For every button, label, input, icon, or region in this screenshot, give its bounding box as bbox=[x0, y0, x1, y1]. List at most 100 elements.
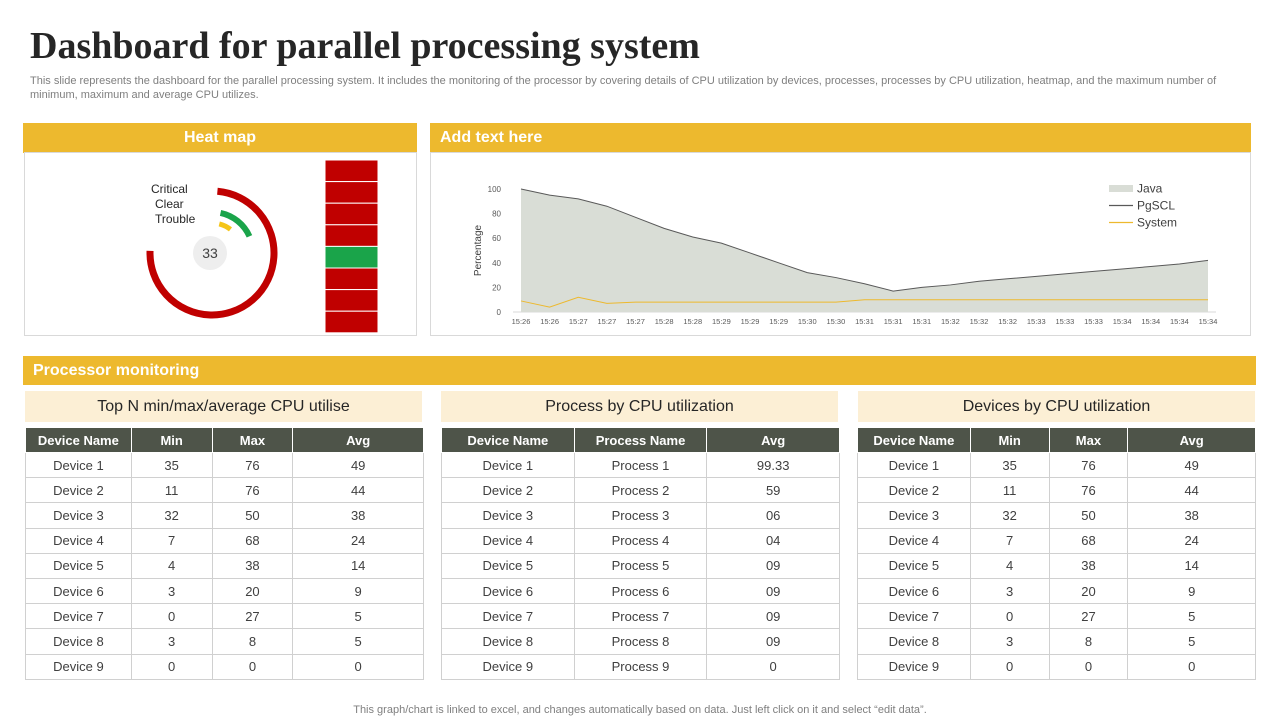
table-cell: 35 bbox=[130, 451, 213, 479]
table-cell: 44 bbox=[292, 477, 424, 504]
series-system-line bbox=[520, 296, 1208, 308]
page-title: Dashboard for parallel processing system bbox=[30, 25, 700, 67]
chart-header: Add text here bbox=[430, 123, 1251, 153]
x-tick-label: 15:32 bbox=[998, 317, 1017, 326]
column-header: Max bbox=[211, 427, 294, 453]
table-cell: 38 bbox=[1127, 502, 1256, 529]
table-row: Device 7 Process 7 09 bbox=[441, 603, 840, 630]
table-cell: 0 bbox=[211, 653, 294, 680]
table-cell: 4 bbox=[130, 552, 213, 579]
x-tick-label: 15:33 bbox=[1084, 317, 1103, 326]
column-header: Min bbox=[969, 427, 1050, 453]
table-cell: 09 bbox=[706, 552, 840, 579]
table-row: Device 8 Process 8 09 bbox=[441, 628, 840, 655]
chart-panel: 0 20 40 60 80 100 Percentage 15:26 15:26 15:27 15:… bbox=[430, 152, 1251, 336]
table-cell: 20 bbox=[1048, 577, 1129, 605]
x-tick-label: 15:26 bbox=[512, 317, 531, 326]
table-cell: 3 bbox=[969, 628, 1050, 655]
table-row: Device 1 35 76 49 bbox=[25, 451, 424, 479]
table-cell: 3 bbox=[130, 577, 213, 605]
table-cell: Device 5 bbox=[857, 552, 971, 579]
heatmap-header: Heat map bbox=[23, 123, 417, 153]
y-tick-label: 100 bbox=[488, 185, 502, 194]
table-cell: Device 7 bbox=[441, 603, 575, 630]
table-row: Device 4 7 68 24 bbox=[857, 527, 1256, 554]
column-header: Device Name bbox=[25, 427, 132, 453]
column-header: Min bbox=[130, 427, 213, 453]
table-cell: 8 bbox=[211, 628, 294, 655]
table-row: Device 7 0 27 5 bbox=[857, 603, 1256, 630]
legend-label-pgscl: PgSCL bbox=[1137, 199, 1175, 213]
table-cell: Device 7 bbox=[25, 603, 132, 630]
heatmap-cell-critical bbox=[324, 181, 379, 204]
table-cell: 5 bbox=[1127, 603, 1256, 630]
table-row: Device 7 0 27 5 bbox=[25, 603, 424, 630]
table-cell: 0 bbox=[706, 653, 840, 680]
column-header: Process Name bbox=[573, 427, 708, 453]
heatmap-cell-critical bbox=[324, 202, 379, 226]
column-header: Avg bbox=[292, 427, 424, 453]
table-cell: 20 bbox=[211, 577, 294, 605]
x-tick-label: 15:27 bbox=[626, 317, 645, 326]
x-tick-label: 15:34 bbox=[1199, 317, 1218, 326]
y-tick-label: 20 bbox=[492, 283, 501, 292]
table-cell: Device 9 bbox=[441, 653, 575, 680]
legend-clear: Clear bbox=[155, 197, 184, 211]
table-cell: Device 2 bbox=[25, 477, 132, 504]
table-cell: Process 9 bbox=[573, 653, 708, 680]
table-cell: 32 bbox=[130, 502, 213, 529]
legend-critical: Critical bbox=[151, 182, 188, 196]
table-cell: 0 bbox=[292, 653, 424, 680]
table-cell: 99.33 bbox=[706, 451, 840, 479]
x-tick-label: 15:34 bbox=[1170, 317, 1189, 326]
table-cell: Device 1 bbox=[441, 451, 575, 479]
table-cell: 4 bbox=[969, 552, 1050, 579]
table-row: Device 5 4 38 14 bbox=[857, 552, 1256, 579]
table-cell: Process 3 bbox=[573, 502, 708, 529]
heatmap-cell-clear bbox=[324, 245, 379, 269]
x-tick-label: 15:29 bbox=[769, 317, 788, 326]
heatmap-cell-critical bbox=[324, 267, 379, 291]
table-cell: 38 bbox=[292, 502, 424, 529]
heatmap-cell-critical bbox=[324, 310, 379, 334]
table2-title: Process by CPU utilization bbox=[441, 391, 838, 422]
clear-arc bbox=[219, 209, 253, 238]
table-cell: Device 6 bbox=[25, 577, 132, 605]
y-tick-label: 60 bbox=[492, 234, 501, 243]
table-cell: Device 7 bbox=[857, 603, 971, 630]
table-cell: Device 3 bbox=[441, 502, 575, 529]
table-row: Device 2 11 76 44 bbox=[25, 477, 424, 504]
heatmap-cell-critical bbox=[324, 289, 379, 312]
table-cell: Process 1 bbox=[573, 451, 708, 479]
devices-cpu-table: Device Name Min Max Avg Device 1 35 76 49 Device… bbox=[857, 427, 1256, 680]
table-cell: Process 6 bbox=[573, 577, 708, 605]
table-cell: 11 bbox=[130, 477, 213, 504]
table-cell: 8 bbox=[1048, 628, 1129, 655]
center-value: 33 bbox=[202, 245, 218, 261]
table-row: Device 6 Process 6 09 bbox=[441, 577, 840, 605]
table-cell: 9 bbox=[1127, 577, 1256, 605]
x-tick-label: 15:29 bbox=[712, 317, 731, 326]
table-cell: Process 5 bbox=[573, 552, 708, 579]
table-cell: 38 bbox=[1048, 552, 1129, 579]
table-cell: 09 bbox=[706, 577, 840, 605]
table-cell: 44 bbox=[1127, 477, 1256, 504]
table-cell: 27 bbox=[1048, 603, 1129, 630]
page-subtitle: This slide represents the dashboard for … bbox=[30, 75, 1217, 101]
table-cell: 68 bbox=[1048, 527, 1129, 554]
table-cell: Device 5 bbox=[25, 552, 132, 579]
x-tick-label: 15:31 bbox=[912, 317, 931, 326]
table-cell: 14 bbox=[292, 552, 424, 579]
x-tick-label: 15:27 bbox=[569, 317, 588, 326]
table-cell: 50 bbox=[1048, 502, 1129, 529]
x-tick-label: 15:30 bbox=[798, 317, 817, 326]
legend-swatch-java bbox=[1109, 185, 1133, 192]
table-cell: 09 bbox=[706, 628, 840, 655]
heatmap-panel: Critical Clear Trouble 33 bbox=[24, 152, 417, 336]
legend-label-system: System bbox=[1137, 216, 1177, 230]
table-cell: Device 4 bbox=[857, 527, 971, 554]
table-cell: Process 4 bbox=[573, 527, 708, 554]
table3-title: Devices by CPU utilization bbox=[858, 391, 1255, 422]
x-tick-label: 15:34 bbox=[1141, 317, 1160, 326]
